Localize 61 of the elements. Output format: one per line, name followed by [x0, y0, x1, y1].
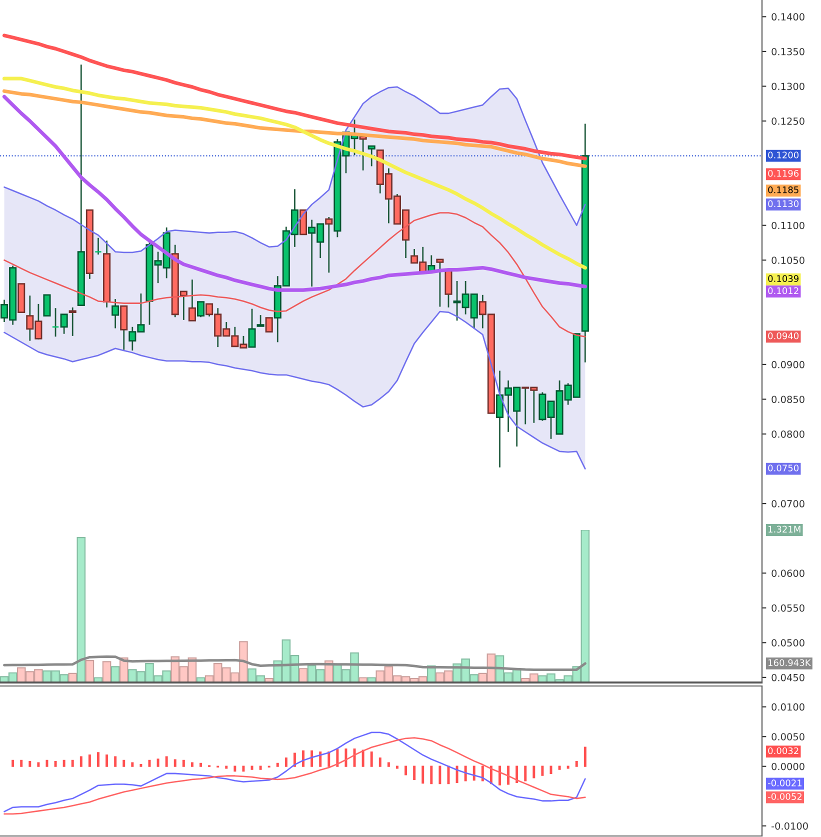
line-series	[2, 34, 587, 160]
candlestick	[265, 317, 273, 332]
bar	[367, 677, 376, 682]
text: -0.0021	[768, 780, 802, 786]
y-tick-label: 0.0550	[772, 604, 804, 612]
candlestick	[368, 145, 376, 167]
candlestick	[68, 306, 76, 337]
bar	[85, 660, 94, 682]
y-tick-label: 0.1400	[772, 13, 804, 21]
candlestick	[120, 305, 128, 351]
candlestick	[94, 237, 102, 256]
y-tick-label: 0.1250	[772, 118, 804, 125]
line-series	[2, 89, 587, 168]
y-tick-label: 0.0900	[772, 360, 804, 368]
candlestick	[196, 301, 205, 318]
y-tick-label: 0.0000	[772, 762, 804, 770]
y-tick-label: 0.0600	[772, 570, 804, 577]
text: 0.1185	[768, 186, 798, 194]
y-tick-label: 0.0700	[772, 500, 804, 508]
y-tick-label: 0.0500	[772, 639, 804, 646]
y-tick-label: 0.0800	[772, 430, 804, 438]
candlestick	[52, 307, 60, 338]
bar	[76, 537, 86, 682]
line-series	[4, 212, 586, 338]
line-series	[2, 94, 587, 292]
text: -0.0052	[768, 793, 802, 800]
candlestick	[60, 314, 68, 335]
text: 160.943K	[768, 659, 811, 666]
candlestick	[256, 314, 264, 327]
bar	[196, 677, 206, 682]
y-tick-label: 0.0100	[772, 703, 804, 711]
candlestick	[43, 294, 51, 316]
y-tick-label: -0.0100	[772, 822, 808, 830]
candlestick	[436, 258, 444, 308]
text: 0.0032	[768, 747, 798, 754]
bar	[358, 677, 368, 682]
text: 0.1039	[768, 275, 799, 282]
y-tick-label: 0.0050	[772, 733, 804, 740]
y-tick-label: 0.1050	[772, 256, 804, 264]
bar	[110, 666, 120, 682]
bar	[298, 668, 308, 682]
y-tick-label: 0.1350	[772, 48, 804, 56]
y-tick-label: 0.0850	[772, 396, 804, 404]
ref-line-label: 0.1200	[768, 152, 799, 158]
candlestick	[188, 278, 196, 322]
text: 1.321M	[768, 526, 800, 533]
line-series	[4, 310, 586, 470]
candlestick	[112, 298, 120, 329]
text: 0.1012	[768, 287, 798, 294]
bar	[102, 661, 112, 682]
y-tick-label: 0.1100	[772, 222, 804, 230]
text: 0.1130	[768, 200, 799, 208]
text: 0.0750	[768, 464, 799, 472]
y-tick-label: 0.0450	[772, 674, 804, 682]
text: 0.0940	[768, 332, 799, 340]
candlestick	[325, 216, 333, 274]
y-tick-label: 0.1300	[772, 82, 804, 90]
bar	[94, 677, 103, 682]
candlestick	[248, 308, 256, 348]
bar	[68, 672, 78, 682]
text: 0.1196	[768, 170, 799, 177]
